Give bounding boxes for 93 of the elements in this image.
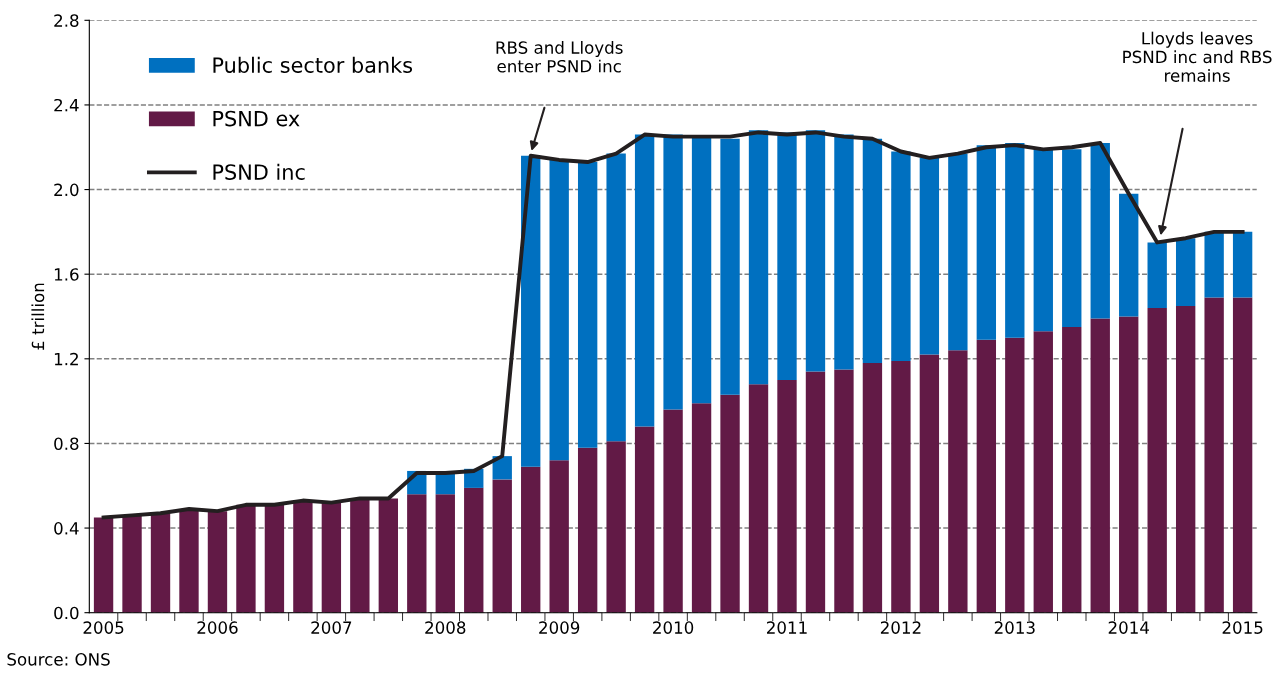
legend-label: PSND ex <box>213 110 300 127</box>
bar <box>919 157 940 355</box>
x-tick-label: 2015 <box>1222 621 1263 634</box>
bar <box>1175 305 1196 613</box>
y-tick-label: 1.6 <box>54 268 79 281</box>
annotation: RBS and Lloyds enter PSND inc <box>496 40 623 73</box>
bar <box>748 384 769 613</box>
bar <box>1062 327 1082 613</box>
y-tick-label: 2.4 <box>54 98 79 112</box>
bar <box>1175 238 1196 306</box>
y-tick-label: 0.8 <box>54 437 79 450</box>
bar <box>1204 231 1224 298</box>
bar <box>1090 143 1110 319</box>
y-tick-label: 1.2 <box>54 352 78 366</box>
y-axis-title: £ trillion <box>31 283 45 350</box>
bar <box>891 151 911 361</box>
bar <box>948 350 968 613</box>
bar <box>1119 193 1139 317</box>
bar <box>549 159 569 461</box>
bar <box>577 162 598 448</box>
bar <box>748 130 769 385</box>
bar <box>1204 297 1224 613</box>
x-tick-label: 2011 <box>767 621 807 634</box>
bar <box>606 441 626 613</box>
bar <box>805 130 826 372</box>
bar <box>93 517 114 613</box>
y-tick-label: 2.8 <box>54 14 79 27</box>
bar <box>691 136 712 404</box>
bar <box>1033 149 1053 332</box>
x-tick-label: 2013 <box>994 621 1035 634</box>
bar <box>691 403 712 613</box>
bar <box>862 138 883 364</box>
bar <box>919 354 940 613</box>
bar <box>293 500 313 613</box>
x-tick-label: 2006 <box>197 621 238 634</box>
bar <box>948 153 968 351</box>
bar <box>435 494 455 613</box>
x-tick-label: 2008 <box>425 621 466 634</box>
bar <box>1119 316 1139 613</box>
bar <box>634 134 655 427</box>
legend-label: PSND inc <box>213 163 305 180</box>
bar <box>350 498 370 613</box>
bar <box>1232 297 1253 613</box>
y-tick-label: 0.0 <box>54 606 79 620</box>
bar <box>122 515 142 613</box>
source-note: Source: ONS <box>7 653 110 666</box>
bar <box>606 153 626 442</box>
bar <box>407 494 427 613</box>
bar <box>634 426 655 613</box>
bar <box>862 363 883 613</box>
line-series <box>101 130 1245 520</box>
bar <box>236 504 256 613</box>
bar <box>805 371 826 613</box>
bar <box>378 498 399 613</box>
y-tick-label: 2.0 <box>54 183 79 197</box>
x-tick-label: 2005 <box>83 621 124 634</box>
bar <box>1005 337 1025 613</box>
bar <box>1232 231 1253 298</box>
bar <box>521 466 541 613</box>
bar <box>1147 242 1167 309</box>
bar <box>1090 318 1110 613</box>
bar <box>976 145 997 340</box>
bar <box>264 504 285 613</box>
bar <box>720 138 740 395</box>
bar <box>1062 149 1082 328</box>
bar <box>1033 331 1053 613</box>
x-tick-label: 2010 <box>653 621 694 634</box>
bar <box>492 479 512 613</box>
x-tick-label: 2007 <box>311 621 352 634</box>
bar <box>777 379 797 613</box>
bar <box>521 155 541 467</box>
x-tick-label: 2012 <box>880 621 921 634</box>
bar <box>834 369 854 613</box>
legend-label: Public sector banks <box>213 56 413 73</box>
bar <box>720 394 740 613</box>
x-tick-label: 2009 <box>539 621 580 634</box>
bar <box>1005 143 1025 338</box>
bar <box>321 502 342 613</box>
bar <box>207 511 228 613</box>
bar <box>1147 308 1167 613</box>
bar <box>150 513 171 613</box>
bar <box>891 360 911 613</box>
bar <box>577 447 598 613</box>
x-tick-label: 2014 <box>1108 621 1149 634</box>
bar <box>663 409 683 613</box>
annotation: Lloyds leaves PSND inc and RBS remains <box>1123 31 1272 82</box>
bar <box>179 509 199 613</box>
bar <box>777 132 797 380</box>
bar <box>549 460 569 613</box>
bar <box>834 134 854 370</box>
bar <box>464 487 484 613</box>
bar <box>976 339 997 613</box>
y-tick-label: 0.4 <box>54 522 79 535</box>
